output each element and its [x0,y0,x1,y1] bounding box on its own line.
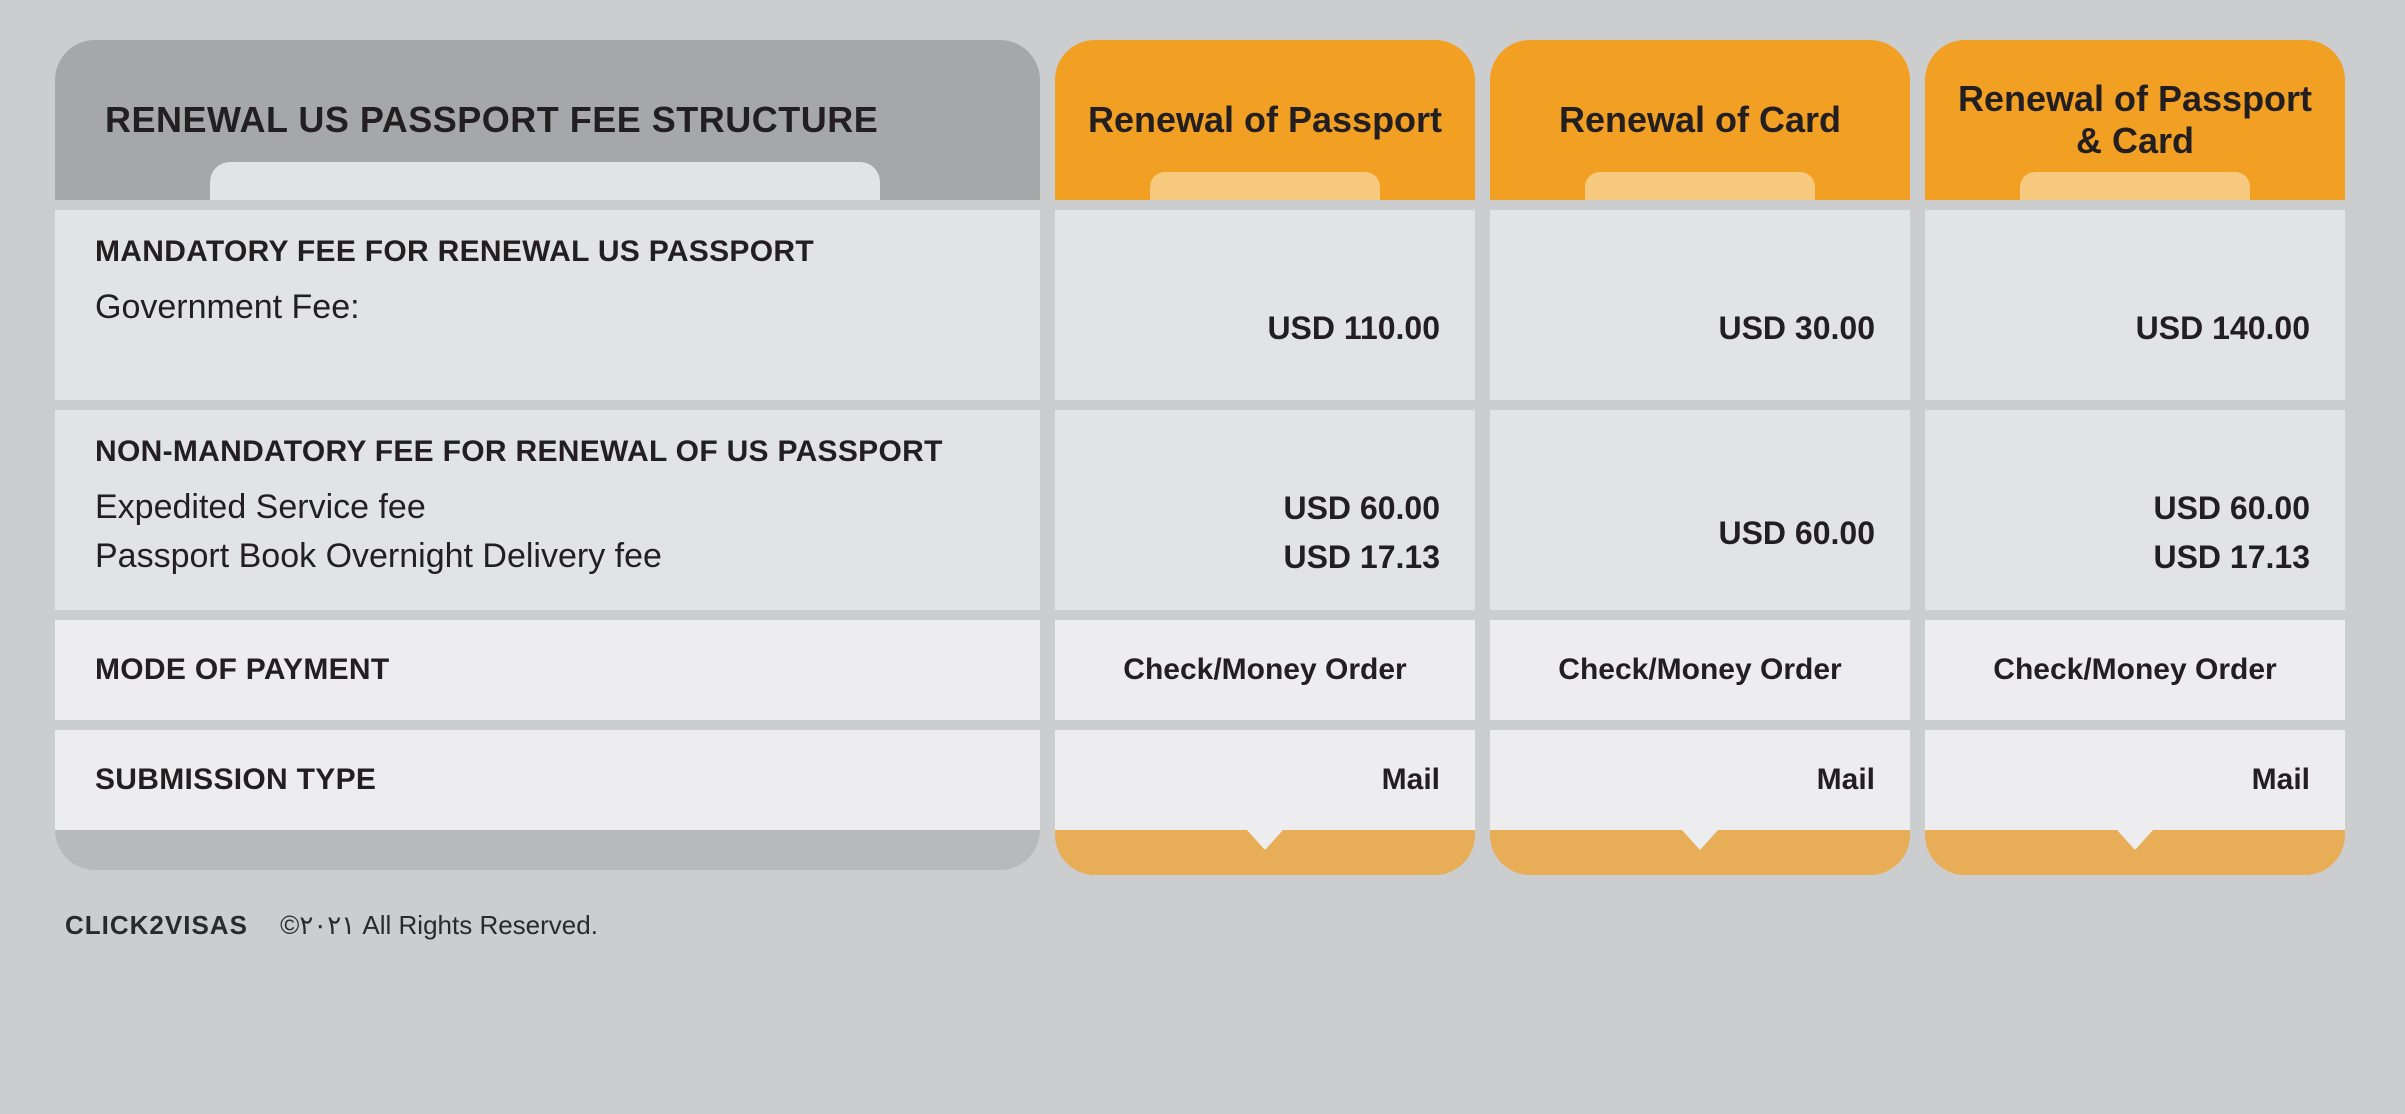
footer-tab [1925,830,2345,875]
section-title: NON-MANDATORY FEE FOR RENEWAL OF US PASS… [95,435,1000,469]
value-cell: USD 30.00 [1490,210,1910,400]
payment-mode-value: Check/Money Order [1993,647,2276,693]
column-header-label: Renewal of Passport [1088,99,1442,141]
fee-value: USD 60.00 [1718,509,1875,558]
table-title-cell: RENEWAL US PASSPORT FEE STRUCTURE [55,40,1040,200]
section-title: MODE OF PAYMENT [95,653,390,687]
fee-value: USD 60.00 [1283,484,1440,533]
column-header-2: Renewal of Passport & Card [1925,40,2345,200]
fee-value: USD 17.13 [1283,533,1440,582]
brand-logo-text: CLICK2VISAS [65,910,248,940]
section-title: MANDATORY FEE FOR RENEWAL US PASSPORT [95,235,1000,269]
column-header-label: Renewal of Passport & Card [1955,78,2315,162]
table-title: RENEWAL US PASSPORT FEE STRUCTURE [105,99,878,141]
section-label-cell: NON-MANDATORY FEE FOR RENEWAL OF US PASS… [55,410,1040,610]
value-cell: Check/Money Order [1055,620,1475,720]
payment-mode-value: Check/Money Order [1558,647,1841,693]
column-header-label: Renewal of Card [1559,99,1841,141]
column-header-1: Renewal of Card [1490,40,1910,200]
footer-tab [1490,830,1910,875]
fee-table: RENEWAL US PASSPORT FEE STRUCTURE Renewa… [55,40,2350,875]
value-cell: USD 60.00 USD 17.13 [1055,410,1475,610]
section-title: SUBMISSION TYPE [95,763,376,797]
footer-tab [1055,830,1475,875]
fee-line-label: Passport Book Overnight Delivery fee [95,532,1000,581]
payment-mode-value: Check/Money Order [1123,647,1406,693]
footer-bar [55,830,1040,870]
fee-line-label: Expedited Service fee [95,483,1000,532]
section-label-cell: MANDATORY FEE FOR RENEWAL US PASSPORT Go… [55,210,1040,400]
copyright-text: ©٢٠٢١ All Rights Reserved. [280,910,598,940]
column-header-0: Renewal of Passport [1055,40,1475,200]
copyright-line: CLICK2VISAS ©٢٠٢١ All Rights Reserved. [55,910,2350,941]
submission-type-value: Mail [2252,757,2310,803]
fee-value: USD 110.00 [1267,304,1440,353]
value-cell: USD 60.00 USD 17.13 [1925,410,2345,610]
fee-value: USD 60.00 [2153,484,2310,533]
fee-value: USD 17.13 [2153,533,2310,582]
value-cell: Mail [1925,730,2345,830]
section-label-cell: SUBMISSION TYPE [55,730,1040,830]
fee-line-label: Government Fee: [95,283,1000,332]
header-notch [2020,172,2250,200]
value-cell: Mail [1490,730,1910,830]
fee-value: USD 140.00 [2136,304,2310,353]
value-cell: Check/Money Order [1925,620,2345,720]
section-label-cell: MODE OF PAYMENT [55,620,1040,720]
value-cell: Check/Money Order [1490,620,1910,720]
value-cell: Mail [1055,730,1475,830]
value-cell: USD 110.00 [1055,210,1475,400]
value-cell: USD 140.00 [1925,210,2345,400]
fee-value: USD 30.00 [1718,304,1875,353]
submission-type-value: Mail [1382,757,1440,803]
header-notch [210,162,880,200]
header-notch [1585,172,1815,200]
header-notch [1150,172,1380,200]
submission-type-value: Mail [1817,757,1875,803]
value-cell: USD 60.00 [1490,410,1910,610]
